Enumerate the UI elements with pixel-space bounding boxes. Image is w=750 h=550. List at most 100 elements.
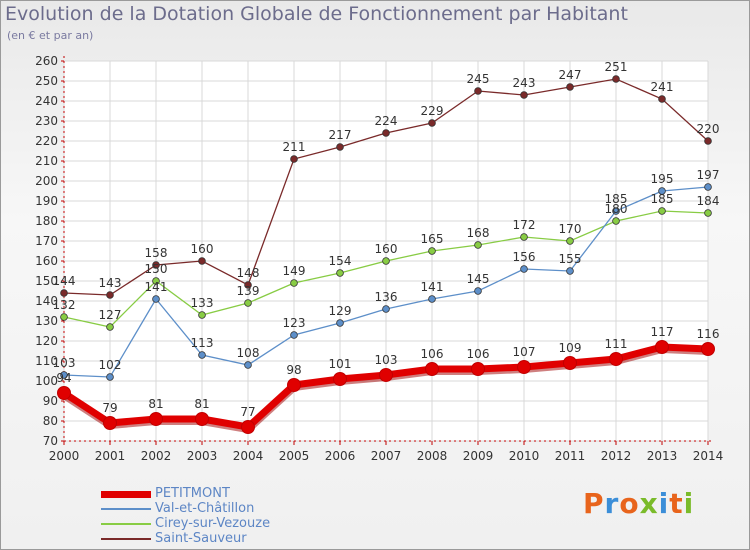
data-point	[658, 95, 666, 103]
x-tick-label: 2007	[371, 449, 402, 463]
data-label: 123	[283, 316, 306, 330]
data-label: 168	[467, 226, 490, 240]
x-tick-label: 2013	[647, 449, 678, 463]
logo-letter: P	[583, 487, 605, 520]
data-label: 139	[237, 284, 260, 298]
data-label: 165	[421, 232, 444, 246]
series-lines	[57, 75, 715, 434]
chart-title: Evolution de la Dotation Globale de Fonc…	[5, 3, 628, 25]
legend-label: PETITMONT	[155, 486, 230, 501]
data-point	[428, 295, 436, 303]
data-label: 251	[605, 60, 628, 74]
logo-letter: o	[619, 487, 640, 520]
data-label: 132	[53, 298, 76, 312]
y-tick-label: 130	[35, 314, 58, 328]
y-tick-label: 150	[35, 274, 58, 288]
y-tick-label: 100	[35, 374, 58, 388]
data-point	[658, 207, 666, 215]
data-point	[474, 241, 482, 249]
data-label: 154	[329, 254, 352, 268]
data-point	[60, 313, 68, 321]
data-label: 103	[53, 356, 76, 370]
logo-letter: i	[683, 487, 695, 520]
y-tick-label: 250	[35, 74, 58, 88]
data-point	[566, 83, 574, 91]
data-point	[612, 217, 620, 225]
data-label: 106	[467, 347, 490, 361]
y-tick-label: 110	[35, 354, 58, 368]
data-label: 245	[467, 72, 490, 86]
data-point	[704, 137, 712, 145]
data-point	[241, 420, 255, 434]
data-label: 106	[421, 347, 444, 361]
y-tick-label: 120	[35, 334, 58, 348]
data-point	[103, 416, 117, 430]
data-label: 145	[467, 272, 490, 286]
data-point	[244, 281, 252, 289]
data-label: 243	[513, 76, 536, 90]
data-label: 149	[283, 264, 306, 278]
legend-swatch	[101, 538, 151, 540]
data-label: 144	[53, 274, 76, 288]
x-tick-label: 2003	[187, 449, 218, 463]
x-tick-label: 2010	[509, 449, 540, 463]
data-label: 180	[605, 202, 628, 216]
data-label: 217	[329, 128, 352, 142]
data-point	[612, 75, 620, 83]
legend-swatch	[101, 491, 151, 498]
data-point	[106, 373, 114, 381]
data-point	[474, 287, 482, 295]
legend-swatch	[101, 508, 151, 510]
x-tick-label: 2011	[555, 449, 586, 463]
data-label: 160	[375, 242, 398, 256]
data-label: 160	[191, 242, 214, 256]
data-point	[655, 340, 669, 354]
data-label: 79	[102, 401, 117, 415]
data-label: 113	[191, 336, 214, 350]
logo-letter: t	[669, 487, 684, 520]
logo-letter: r	[604, 487, 620, 520]
data-point	[336, 269, 344, 277]
data-point	[658, 187, 666, 195]
data-point	[106, 323, 114, 331]
x-tick-label: 2012	[601, 449, 632, 463]
data-point	[566, 267, 574, 275]
data-point	[290, 331, 298, 339]
data-point	[428, 247, 436, 255]
axes: 7080901001101201301401501601701801902002…	[35, 54, 723, 463]
data-label: 133	[191, 296, 214, 310]
data-point	[244, 361, 252, 369]
data-label: 184	[697, 194, 720, 208]
data-point	[106, 291, 114, 299]
data-label: 116	[697, 327, 720, 341]
x-tick-label: 2002	[141, 449, 172, 463]
y-tick-label: 80	[43, 414, 58, 428]
data-point	[520, 91, 528, 99]
data-point	[60, 289, 68, 297]
data-label: 129	[329, 304, 352, 318]
x-tick-label: 2008	[417, 449, 448, 463]
data-point	[195, 412, 209, 426]
data-label: 172	[513, 218, 536, 232]
data-label: 156	[513, 250, 536, 264]
data-point	[152, 277, 160, 285]
data-point	[152, 295, 160, 303]
data-label: 127	[99, 308, 122, 322]
data-label: 107	[513, 345, 536, 359]
data-label: 143	[99, 276, 122, 290]
legend-label: Saint-Sauveur	[155, 531, 247, 546]
data-point	[517, 360, 531, 374]
data-point	[474, 87, 482, 95]
y-tick-label: 170	[35, 234, 58, 248]
data-point	[57, 386, 71, 400]
x-tick-label: 2004	[233, 449, 264, 463]
y-tick-label: 180	[35, 214, 58, 228]
y-tick-label: 140	[35, 294, 58, 308]
data-label: 81	[148, 397, 163, 411]
logo-letter: x	[639, 487, 659, 520]
x-tick-label: 2001	[95, 449, 126, 463]
data-point	[609, 352, 623, 366]
data-point	[198, 257, 206, 265]
data-point	[382, 257, 390, 265]
data-point	[287, 378, 301, 392]
